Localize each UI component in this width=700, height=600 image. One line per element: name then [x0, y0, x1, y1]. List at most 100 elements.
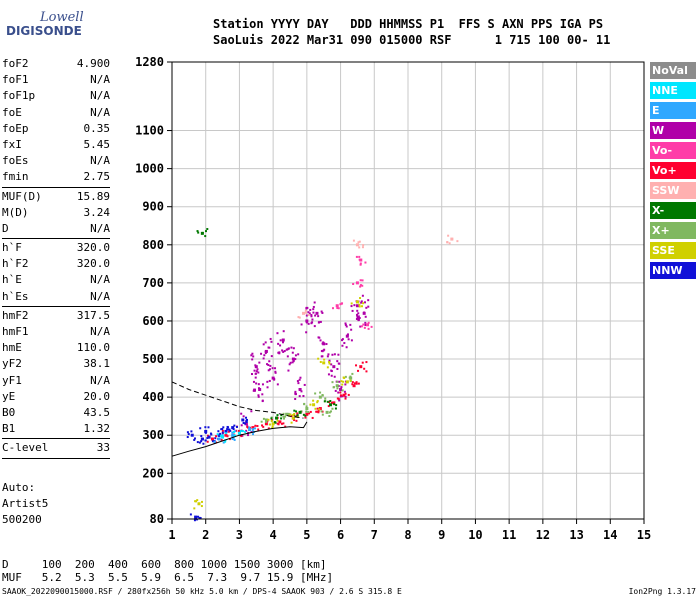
echo-point-sse — [193, 507, 196, 510]
echo-point-w — [294, 390, 297, 393]
echo-point-vominus — [358, 258, 361, 261]
echo-point-nnw — [214, 437, 217, 440]
echo-point-voplus — [327, 405, 330, 408]
echo-point-w — [332, 365, 336, 369]
echo-point-w — [307, 311, 310, 314]
echo-point-nnw — [200, 435, 203, 438]
echo-point-nnw — [241, 418, 245, 422]
echo-point-sse — [271, 426, 274, 429]
echo-point-xminus — [275, 416, 279, 420]
echo-point-vominus — [367, 321, 370, 324]
y-tick-label: 700 — [142, 276, 164, 290]
echo-point-w — [346, 334, 349, 337]
echo-point-w — [305, 319, 309, 323]
echo-point-sse — [309, 403, 312, 406]
param-value: N/A — [90, 105, 110, 119]
echo-point-w — [323, 348, 326, 351]
echo-point-xminus — [204, 230, 207, 233]
echo-point-voplus — [235, 429, 238, 432]
echo-point-xplus — [318, 395, 322, 399]
echo-point-w — [336, 368, 339, 371]
echo-point-voplus — [339, 394, 342, 397]
echo-point-xminus — [298, 410, 302, 414]
param-name: foEp — [2, 121, 29, 135]
echo-point-sse — [196, 499, 199, 502]
y-tick-label: 1100 — [135, 124, 164, 138]
echo-point-xminus — [328, 403, 332, 407]
trace-profile-line — [171, 421, 308, 457]
echo-point-xplus — [320, 410, 323, 413]
echo-point-sse — [322, 361, 326, 365]
param-name: hmF1 — [2, 325, 29, 338]
echo-point-w — [347, 338, 350, 341]
echo-point-w — [285, 348, 288, 351]
echo-point-w — [330, 363, 333, 366]
echo-point-w — [305, 321, 308, 324]
echo-point-nnw — [207, 426, 210, 429]
echo-point-nnw — [187, 433, 190, 436]
echo-point-xminus — [302, 413, 305, 416]
polarization-legend: NoVal NNE E W Vo- Vo+ SSW X- X+ SSE NNW — [650, 62, 696, 282]
echo-point-nne — [221, 434, 224, 437]
echo-point-nnw — [193, 437, 196, 440]
echo-point-w — [257, 395, 260, 398]
echo-point-w — [344, 323, 347, 326]
echo-point-voplus — [359, 365, 363, 369]
legend-item-w: W — [650, 122, 696, 139]
echo-point-w — [271, 367, 274, 370]
legend-item-vominus: Vo- — [650, 142, 696, 159]
echo-point-sse — [317, 357, 320, 360]
echo-point-vominus — [359, 285, 362, 288]
param-name: B0 — [2, 405, 16, 419]
echo-point-w — [340, 386, 343, 389]
echo-point-xplus — [285, 412, 289, 416]
x-tick-label: 5 — [303, 528, 310, 542]
echo-point-w — [298, 388, 301, 391]
echo-point-w — [344, 383, 347, 386]
echo-point-vominus — [361, 279, 364, 282]
param-value: N/A — [90, 273, 110, 287]
param-value: 0.35 — [83, 121, 111, 135]
echo-point-w — [310, 314, 313, 317]
echo-point-voplus — [353, 382, 356, 385]
echo-point-vominus — [366, 323, 370, 327]
logo-line2: DIGISONDE — [6, 24, 82, 38]
echo-point-voplus — [361, 361, 364, 364]
echo-point-nnw — [199, 427, 202, 430]
echo-point-w — [303, 383, 306, 386]
echo-point-nnw — [197, 515, 200, 518]
param-value: 33 — [96, 441, 110, 455]
echo-point-vominus — [331, 307, 334, 310]
echo-point-sse — [323, 358, 326, 361]
y-tick-label: 500 — [142, 352, 164, 366]
echo-point-voplus — [264, 422, 268, 426]
echo-point-w — [312, 308, 315, 311]
echo-point-voplus — [276, 422, 279, 425]
echo-point-w — [268, 368, 271, 371]
echo-point-w — [245, 429, 248, 432]
echo-point-vominus — [359, 284, 362, 287]
echo-point-w — [339, 395, 342, 398]
echo-point-voplus — [344, 392, 347, 395]
echo-point-voplus — [365, 361, 368, 364]
echo-point-nnw — [232, 428, 235, 431]
echo-point-e — [222, 441, 225, 444]
echo-point-vominus — [363, 326, 366, 329]
echo-point-w — [302, 395, 305, 398]
y-tick-label: 400 — [142, 390, 164, 404]
echo-point-voplus — [215, 435, 218, 438]
param-name: fmin — [2, 170, 29, 184]
echo-point-voplus — [357, 382, 360, 385]
echo-point-voplus — [311, 416, 314, 419]
echo-point-vominus — [359, 279, 362, 282]
echo-point-nnw — [201, 437, 204, 440]
echo-point-w — [344, 322, 347, 325]
echo-point-xplus — [265, 419, 268, 422]
legend-item-e: E — [650, 102, 696, 119]
legend-item-noval: NoVal — [650, 62, 696, 79]
echo-point-nnw — [227, 426, 230, 429]
echo-point-sse — [316, 401, 319, 404]
param-row-foe: foE N/A — [2, 105, 110, 121]
legend-item-voplus: Vo+ — [650, 162, 696, 179]
echo-point-nnw — [186, 431, 189, 434]
